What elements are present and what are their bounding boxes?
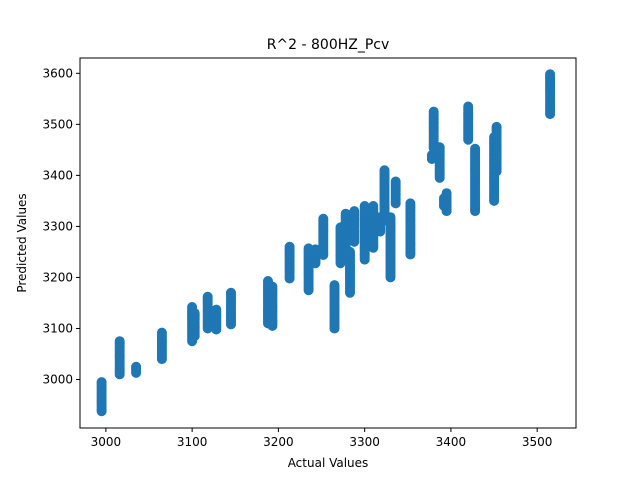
data-point	[463, 101, 474, 112]
y-tick-label: 3600	[42, 66, 73, 80]
y-axis-ticks: 3000 3100 3200 3300 3400 3500 3600	[42, 66, 80, 387]
x-tick-label: 3500	[522, 435, 553, 449]
y-tick-label: 3400	[42, 168, 73, 182]
x-tick-label: 3000	[91, 435, 122, 449]
data-point	[226, 287, 236, 298]
data-point	[470, 143, 481, 154]
data-point	[491, 121, 502, 132]
data-point	[131, 361, 142, 372]
data-point	[284, 241, 295, 252]
x-axis-ticks: 3000 3100 3200 3300 3400 3500	[91, 428, 553, 449]
data-point	[379, 165, 390, 176]
data-point	[368, 201, 379, 211]
x-axis-label: Actual Values	[288, 456, 369, 470]
data-point	[405, 198, 416, 209]
y-tick-label: 3100	[42, 321, 73, 335]
data-point	[310, 244, 321, 255]
data-point	[156, 327, 167, 338]
x-tick-label: 3200	[263, 435, 294, 449]
data-point	[434, 142, 445, 153]
data-point	[349, 206, 360, 217]
y-tick-label: 3200	[42, 270, 73, 284]
y-axis-label: Predicted Values	[15, 193, 29, 292]
data-point	[441, 188, 452, 199]
x-tick-label: 3400	[436, 435, 467, 449]
chart-title: R^2 - 800HZ_Pcv	[267, 37, 390, 53]
data-point	[545, 69, 556, 80]
data-point	[340, 208, 351, 219]
x-tick-label: 3300	[349, 435, 380, 449]
y-tick-label: 3300	[42, 219, 73, 233]
data-point	[267, 281, 278, 292]
data-point	[329, 280, 340, 291]
data-point	[385, 212, 396, 223]
y-tick-label: 3000	[42, 373, 73, 387]
x-tick-label: 3100	[177, 435, 208, 449]
data-point	[114, 336, 125, 347]
data-point	[211, 304, 222, 315]
data-point	[390, 176, 401, 187]
plot-frame	[79, 57, 577, 429]
data-point	[202, 291, 213, 302]
data-point	[359, 201, 370, 211]
data-points	[96, 69, 556, 417]
data-point	[345, 246, 355, 257]
data-point	[96, 377, 107, 388]
data-point	[318, 213, 329, 224]
data-point	[428, 106, 439, 117]
data-point	[189, 308, 200, 319]
y-tick-label: 3500	[42, 117, 73, 131]
